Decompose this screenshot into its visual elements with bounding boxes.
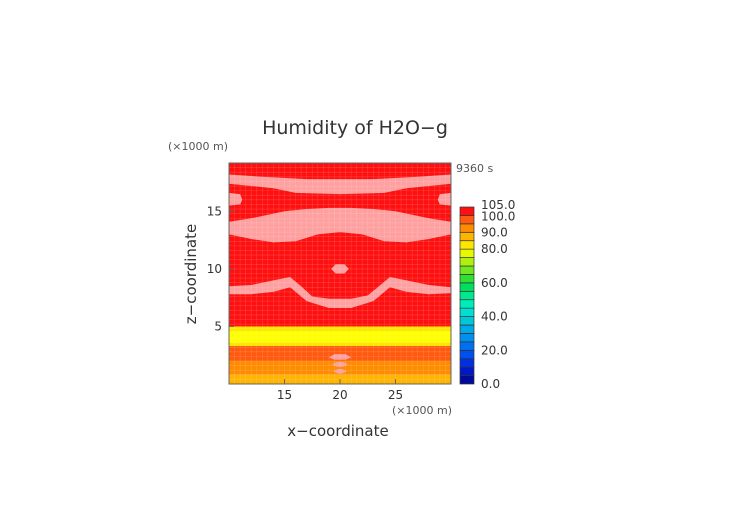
colorbar-swatch (459, 341, 475, 351)
colorbar-swatch (459, 274, 475, 284)
y-axis-ticks: 5 10 15 (207, 204, 234, 333)
y-tick-label: 5 (214, 319, 222, 333)
colorbar-swatch (459, 358, 475, 368)
x-axis-label: x−coordinate (287, 422, 388, 440)
pink-region-left (229, 192, 243, 206)
colorbar-swatch (459, 324, 475, 334)
y-tick-label: 15 (207, 204, 222, 218)
pink-region-low (229, 277, 451, 308)
pink-bubble (332, 362, 348, 367)
y-tick-label: 10 (207, 262, 222, 276)
pink-bubble (333, 369, 347, 374)
colorbar-swatch (459, 223, 475, 233)
colorbar-swatch (459, 215, 475, 225)
colorbar-swatch (459, 282, 475, 292)
colorbar-swatch (459, 299, 475, 309)
colorbar-label: 90.0 (481, 225, 508, 239)
colorbar-swatch (459, 257, 475, 267)
field-layer (229, 360, 451, 375)
x-tick-label: 20 (332, 388, 347, 402)
colorbar-swatch (459, 206, 475, 216)
colorbar-swatch (459, 375, 475, 385)
chart-title: Humidity of H2O−g (262, 117, 448, 139)
x-axis-ticks: 15 20 25 (277, 379, 403, 402)
pink-bubble (328, 354, 352, 360)
colorbar-swatch (459, 265, 475, 275)
plot-area (228, 162, 452, 385)
x-tick-label: 25 (388, 388, 403, 402)
field-layer (229, 326, 451, 332)
colorbar-swatch (459, 307, 475, 317)
colorbar-label: 100.0 (481, 209, 515, 223)
time-label: 9360 s (456, 162, 493, 175)
y-axis-label: z−coordinate (182, 224, 200, 324)
pink-region-center (331, 264, 349, 274)
colorbar-label: 80.0 (481, 242, 508, 256)
colorbar-swatch (459, 290, 475, 301)
field-layer (229, 344, 451, 361)
pink-region-top (229, 174, 451, 195)
y-unit-label: (×1000 m) (168, 140, 228, 153)
colorbar-swatch (459, 316, 475, 326)
colorbar-label: 20.0 (481, 343, 508, 357)
colorbar-label: 60.0 (481, 276, 508, 290)
colorbar-swatch (459, 349, 475, 360)
pink-region-right (437, 192, 451, 206)
colorbar-swatch (459, 248, 475, 258)
field-layer (229, 342, 451, 347)
colorbar-swatch (459, 333, 475, 343)
field-layer (229, 328, 451, 345)
colorbar-swatch (459, 231, 475, 242)
colorbar-swatch (459, 366, 475, 376)
x-tick-label: 15 (277, 388, 292, 402)
colorbar-label: 105.0 (481, 198, 515, 212)
x-unit-label: (×1000 m) (392, 404, 452, 417)
colorbar-swatch (459, 240, 475, 250)
colorbar-label: 40.0 (481, 310, 508, 324)
pink-region-mid (229, 207, 451, 243)
colorbar-label: 0.0 (481, 377, 500, 391)
